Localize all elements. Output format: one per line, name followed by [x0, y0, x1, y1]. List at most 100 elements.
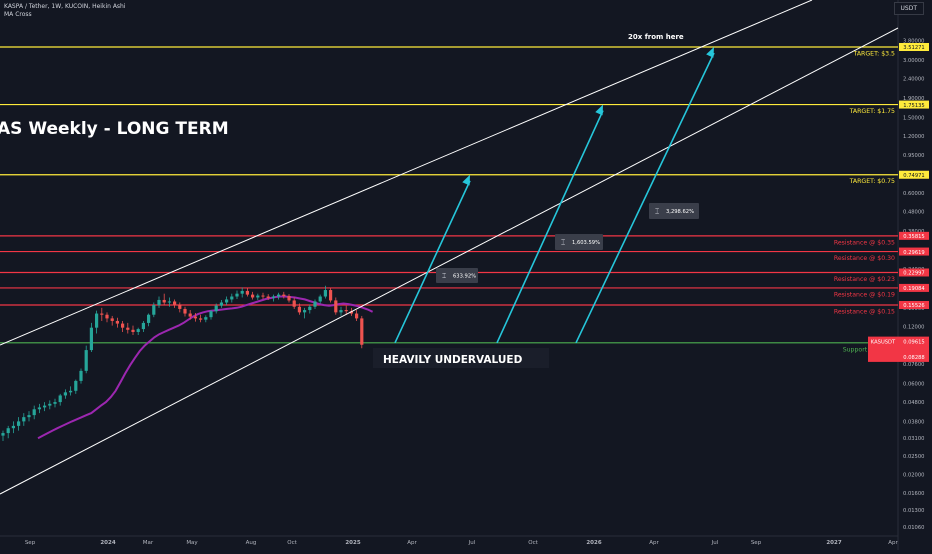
- undervalued-label: HEAVILY UNDERVALUED: [383, 354, 523, 366]
- y-tick-label-2: 2.40000: [903, 77, 924, 83]
- candle-body-56: [292, 300, 296, 307]
- candle-body-34: [178, 304, 182, 309]
- projection-arrow-2: [575, 52, 715, 344]
- y-tick-label-17: 0.07600: [903, 362, 924, 368]
- x-tick-label-2: Mar: [143, 540, 154, 546]
- candle-body-41: [214, 305, 218, 312]
- projection-arrowhead-1: [595, 104, 603, 116]
- x-tick-label-14: 2027: [826, 540, 841, 546]
- price-level-label-3: Resistance @ $0.35: [834, 238, 895, 246]
- candle-body-52: [271, 296, 275, 298]
- candle-body-26: [136, 329, 140, 332]
- candle-body-22: [115, 320, 119, 324]
- candle-body-0: [1, 433, 5, 436]
- candle-body-69: [360, 318, 364, 345]
- price-level-label-0: TARGET: $3.5: [853, 51, 896, 58]
- candle-body-1: [6, 428, 10, 434]
- candle-body-49: [256, 295, 260, 298]
- candle-body-53: [277, 294, 281, 297]
- candle-body-13: [69, 390, 73, 393]
- x-tick-label-13: Sep: [751, 540, 762, 546]
- candle-body-19: [100, 313, 104, 315]
- candle-body-36: [188, 313, 192, 317]
- price-tag-bg-1: [899, 100, 929, 109]
- y-tick-label-21: 0.03100: [903, 436, 924, 442]
- candle-body-50: [261, 295, 265, 297]
- y-tick-label-22: 0.02500: [903, 454, 924, 460]
- channel-lower-line: [0, 27, 899, 495]
- candle-body-37: [193, 316, 197, 319]
- price-tag-5: 0.22997: [903, 271, 924, 277]
- candle-body-27: [141, 322, 145, 330]
- candle-body-33: [173, 301, 177, 305]
- candle-body-14: [74, 380, 78, 391]
- price-level-label-5: Resistance @ $0.23: [834, 275, 895, 283]
- y-tick-label-6: 0.95000: [903, 153, 924, 159]
- candle-body-6: [32, 409, 36, 416]
- candle-body-42: [219, 302, 223, 306]
- candle-body-16: [84, 350, 88, 371]
- candle-body-59: [308, 306, 312, 311]
- header: KASPA / Tether, 1W, KUCOIN, Heikin Ashi …: [4, 3, 126, 19]
- measure-box-1: [555, 234, 603, 250]
- y-tick-label-18: 0.06000: [903, 382, 924, 388]
- candle-body-24: [126, 327, 130, 330]
- current-tag-1-0: 0.08288: [903, 355, 924, 361]
- candle-body-23: [121, 323, 125, 328]
- candle-body-30: [157, 299, 161, 306]
- candle-body-11: [58, 395, 62, 403]
- candle-body-8: [43, 405, 47, 408]
- candle-body-47: [245, 290, 249, 295]
- candle-body-12: [63, 392, 67, 396]
- chart-title: AS Weekly - LONG TERM: [0, 119, 229, 139]
- price-tag-bg-0: [899, 43, 929, 51]
- indicator-name: MA Cross: [4, 11, 32, 18]
- price-tag-bg-7: [899, 300, 929, 309]
- price-tag-bg-5: [899, 268, 929, 277]
- y-tick-label-1: 3.00000: [903, 58, 924, 64]
- candle-body-10: [53, 402, 57, 404]
- candle-body-48: [251, 294, 255, 298]
- projection-arrow-1: [496, 110, 604, 344]
- price-level-label-1: TARGET: $1.75: [849, 108, 895, 115]
- x-tick-label-9: Oct: [528, 540, 538, 546]
- currency-button[interactable]: USDT: [893, 2, 924, 15]
- price-tag-bg-3: [899, 231, 929, 240]
- measure-box-0: [436, 268, 478, 283]
- price-level-label-4: Resistance @ $0.30: [834, 254, 895, 262]
- x-tick-label-7: Apr: [407, 540, 417, 546]
- candle-body-39: [204, 317, 208, 320]
- y-tick-label-25: 0.01300: [903, 508, 924, 514]
- x-tick-label-8: Jul: [468, 540, 476, 546]
- y-tick-label-9: 0.48000: [903, 210, 924, 216]
- x-tick-label-5: Oct: [287, 540, 297, 546]
- candle-body-31: [162, 299, 166, 303]
- price-tag-4: 0.29619: [903, 250, 924, 256]
- candle-body-46: [240, 290, 244, 294]
- y-tick-label-15: 0.12000: [903, 324, 924, 330]
- candle-body-68: [355, 313, 359, 319]
- candle-body-58: [303, 310, 307, 313]
- x-tick-label-11: Apr: [649, 540, 659, 546]
- y-tick-label-23: 0.02000: [903, 472, 924, 478]
- candle-body-2: [11, 425, 15, 429]
- y-tick-label-26: 0.01060: [903, 525, 924, 531]
- x-tick-label-1: 2024: [100, 540, 115, 546]
- y-tick-label-3: 1.90000: [903, 96, 924, 102]
- price-level-label-6: Resistance @ $0.19: [834, 290, 895, 298]
- measure-value-0: 633.92%: [453, 274, 476, 280]
- candle-body-60: [313, 301, 317, 307]
- top-note: 20x from here: [628, 33, 684, 41]
- y-tick-label-24: 0.01600: [903, 491, 924, 497]
- projection-arrowhead-0: [462, 174, 470, 186]
- candle-body-21: [110, 318, 114, 321]
- measure-icon-1: ⌶: [561, 239, 565, 247]
- x-tick-label-3: May: [186, 540, 198, 546]
- candle-body-63: [329, 290, 333, 301]
- candle-body-64: [334, 300, 338, 313]
- y-tick-label-5: 1.20000: [903, 134, 924, 140]
- current-tag-0-1: 0.09615: [903, 340, 924, 346]
- current-tag-bg-1: [868, 352, 929, 362]
